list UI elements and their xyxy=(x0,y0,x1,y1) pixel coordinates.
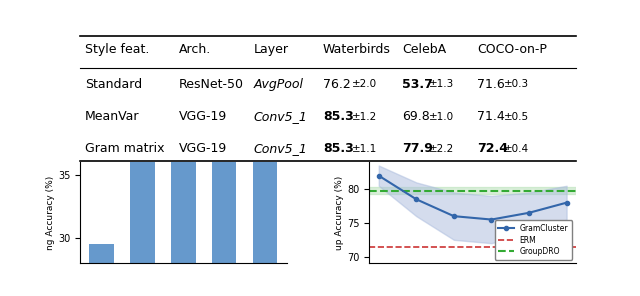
Bar xyxy=(253,0,277,296)
Text: ±2.2: ±2.2 xyxy=(429,144,454,154)
Text: ±2.0: ±2.0 xyxy=(352,79,377,89)
Text: 72.4: 72.4 xyxy=(477,142,508,155)
Bar xyxy=(212,0,236,296)
Bar xyxy=(90,244,114,296)
GramCluster xyxy=(488,218,495,221)
ERM xyxy=(375,245,383,248)
Text: 77.9: 77.9 xyxy=(403,142,433,155)
Text: VGG-19: VGG-19 xyxy=(179,110,227,123)
GroupDRO xyxy=(412,189,420,192)
Text: COCO-on-P: COCO-on-P xyxy=(477,43,547,56)
GramCluster xyxy=(412,197,420,201)
Text: MeanVar: MeanVar xyxy=(85,110,140,123)
Text: ±0.4: ±0.4 xyxy=(504,144,529,154)
Text: 71.4: 71.4 xyxy=(477,110,504,123)
Text: Conv5_1: Conv5_1 xyxy=(253,142,307,155)
GramCluster xyxy=(563,201,570,205)
Text: VGG-19: VGG-19 xyxy=(179,142,227,155)
Text: ResNet-50: ResNet-50 xyxy=(179,78,244,91)
Text: 71.6: 71.6 xyxy=(477,78,504,91)
Text: AvgPool: AvgPool xyxy=(253,78,303,91)
GramCluster xyxy=(450,214,458,218)
Line: GramCluster: GramCluster xyxy=(377,173,569,222)
Text: 76.2: 76.2 xyxy=(323,78,351,91)
Bar xyxy=(171,0,196,296)
Text: ±0.3: ±0.3 xyxy=(504,79,529,89)
GramCluster xyxy=(375,174,383,177)
Text: Arch.: Arch. xyxy=(179,43,211,56)
Text: ±1.3: ±1.3 xyxy=(429,79,454,89)
Text: Waterbirds: Waterbirds xyxy=(323,43,391,56)
Text: 85.3: 85.3 xyxy=(323,110,354,123)
GroupDRO xyxy=(375,189,383,192)
Legend: GramCluster, ERM, GroupDRO: GramCluster, ERM, GroupDRO xyxy=(495,221,572,260)
ERM xyxy=(412,245,420,248)
Bar xyxy=(369,187,576,194)
Bar xyxy=(130,0,155,296)
GramCluster xyxy=(525,211,533,215)
Text: Gram matrix: Gram matrix xyxy=(85,142,164,155)
Text: Layer: Layer xyxy=(253,43,289,56)
Text: Style feat.: Style feat. xyxy=(85,43,149,56)
Y-axis label: up Accuracy (%): up Accuracy (%) xyxy=(335,176,344,250)
Text: 69.8: 69.8 xyxy=(403,110,430,123)
Text: ±1.2: ±1.2 xyxy=(352,112,377,122)
Text: CelebA: CelebA xyxy=(403,43,447,56)
Text: 53.7: 53.7 xyxy=(403,78,433,91)
Text: Standard: Standard xyxy=(85,78,142,91)
Text: Conv5_1: Conv5_1 xyxy=(253,110,307,123)
Text: 85.3: 85.3 xyxy=(323,142,354,155)
Y-axis label: ng Accuracy (%): ng Accuracy (%) xyxy=(46,176,55,250)
Text: ±1.1: ±1.1 xyxy=(352,144,377,154)
Text: ±1.0: ±1.0 xyxy=(429,112,454,122)
Text: ±0.5: ±0.5 xyxy=(504,112,529,122)
